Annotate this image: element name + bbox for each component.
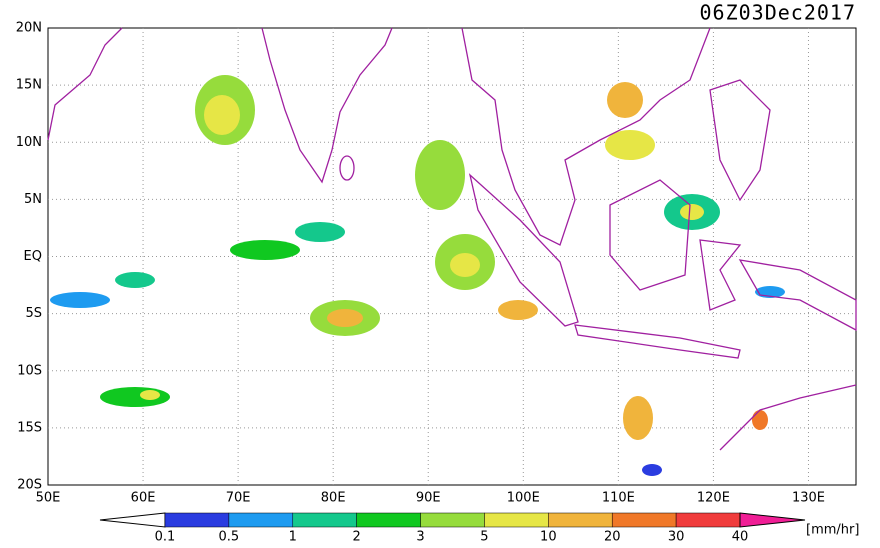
lon-labels: 50E 60E 70E 80E 90E 100E 110E 120E 130E [36,491,825,506]
colorbar: 0.1 0.5 1 2 3 5 10 20 30 40 [99,512,806,545]
lon-label: 130E [792,491,825,506]
lon-label: 100E [507,491,540,506]
colorbar-segment [611,512,677,528]
colorbar-label: 20 [604,530,621,545]
lat-label: 10N [16,135,42,150]
colorbar-segment [164,512,230,528]
colorbar-label: 5 [480,530,488,545]
colorbar-label: 0.5 [219,530,240,545]
colorbar-segment [675,512,741,528]
colorbar-segment [420,512,485,528]
colorbar-label: 40 [732,530,749,545]
colorbar-label: 10 [540,530,557,545]
lat-label: 5S [25,306,42,321]
lat-labels: 20N 15N 10N 5N EQ 5S 10S 15S 20S [16,21,42,493]
lon-label: 50E [36,491,61,506]
lon-label: 120E [697,491,730,506]
coastlines [47,27,857,451]
lat-label: 20N [16,21,42,36]
lat-label: 20S [17,478,42,493]
lat-label: 15N [16,78,42,93]
colorbar-label: 0.1 [155,530,176,545]
colorbar-segment [228,512,294,528]
colorbar-label: 2 [353,530,361,545]
colorbar-under [99,512,166,528]
lat-label: 5N [24,192,42,207]
lon-label: 90E [416,491,441,506]
colorbar-segment [292,512,357,528]
unit-label: [mm/hr] [806,523,859,538]
colorbar-segment [356,512,421,528]
colorbar-label: 1 [289,530,297,545]
lat-label: EQ [24,249,42,264]
colorbar-label: 30 [668,530,685,545]
lon-label: 110E [602,491,635,506]
colorbar-segment [484,512,549,528]
lat-label: 15S [17,420,42,435]
colorbar-segment [548,512,613,528]
lon-label: 60E [131,491,156,506]
lat-label: 10S [17,363,42,378]
colorbar-over [739,512,806,528]
colorbar-label: 3 [416,530,424,545]
lon-label: 70E [226,491,251,506]
map-title: 06Z03Dec2017 [700,1,857,25]
lon-label: 80E [321,491,346,506]
rain-patches [50,75,785,476]
